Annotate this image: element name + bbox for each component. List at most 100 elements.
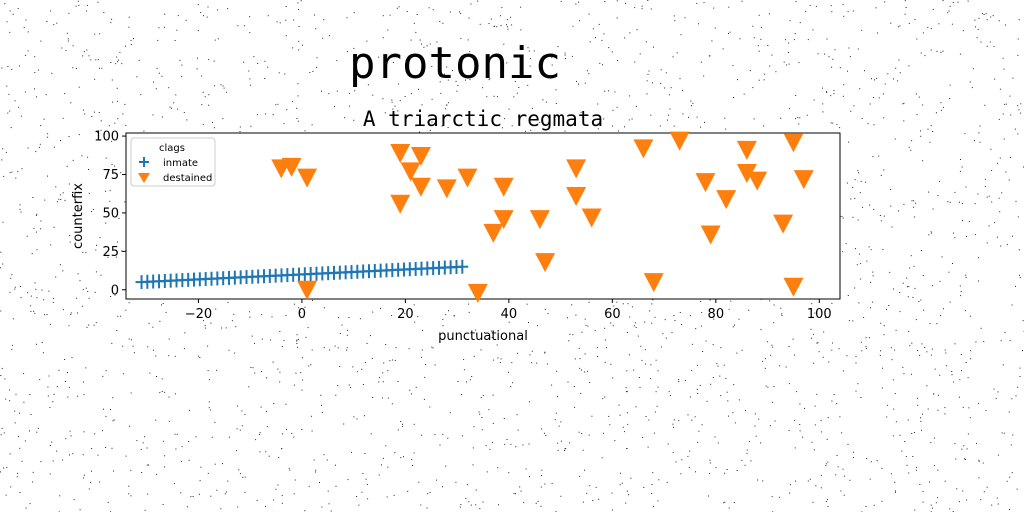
noise-speck <box>356 418 358 420</box>
noise-speck <box>115 256 117 258</box>
noise-speck <box>991 504 993 506</box>
noise-speck <box>714 27 716 29</box>
noise-speck <box>696 2 698 4</box>
noise-speck <box>225 491 227 493</box>
noise-speck <box>960 295 962 297</box>
noise-speck <box>403 456 404 458</box>
noise-speck <box>904 441 906 442</box>
noise-speck <box>676 52 678 54</box>
noise-speck <box>888 305 890 306</box>
noise-speck <box>301 357 303 359</box>
noise-speck <box>394 105 396 107</box>
noise-speck <box>965 458 966 460</box>
noise-speck <box>248 386 250 388</box>
noise-speck <box>883 325 885 327</box>
noise-speck <box>720 347 722 349</box>
noise-speck <box>879 215 881 216</box>
noise-speck <box>899 72 901 74</box>
noise-speck <box>97 454 99 456</box>
noise-speck <box>870 307 871 309</box>
noise-speck <box>988 225 990 227</box>
noise-speck <box>920 130 921 132</box>
noise-speck <box>148 322 150 324</box>
noise-speck <box>567 381 569 383</box>
noise-speck <box>479 413 481 415</box>
noise-speck <box>619 414 621 416</box>
noise-speck <box>689 450 691 452</box>
noise-speck <box>120 315 122 317</box>
noise-speck <box>665 72 667 74</box>
noise-speck <box>465 79 466 81</box>
noise-speck <box>159 392 161 394</box>
noise-speck <box>604 339 606 341</box>
noise-speck <box>698 23 700 25</box>
noise-speck <box>861 350 863 352</box>
noise-speck <box>799 430 801 432</box>
noise-speck <box>315 469 317 471</box>
legend-label-destained: destained <box>163 173 212 184</box>
noise-speck <box>984 178 986 180</box>
noise-speck <box>892 379 894 381</box>
noise-speck <box>864 70 865 72</box>
noise-speck <box>277 368 279 370</box>
noise-speck <box>301 389 303 391</box>
noise-speck <box>105 157 107 159</box>
noise-speck <box>516 92 518 94</box>
noise-speck <box>243 61 245 63</box>
noise-speck <box>920 135 922 137</box>
noise-speck <box>41 342 43 343</box>
noise-speck <box>893 408 895 410</box>
noise-speck <box>62 192 64 194</box>
noise-speck <box>353 416 355 418</box>
noise-speck <box>939 374 941 376</box>
noise-speck <box>679 78 681 80</box>
noise-speck <box>603 118 605 120</box>
noise-speck <box>947 12 949 14</box>
noise-speck <box>977 28 979 30</box>
noise-speck <box>239 473 241 475</box>
noise-speck <box>201 104 203 106</box>
noise-speck <box>1004 103 1006 105</box>
noise-speck <box>525 468 527 470</box>
noise-speck <box>520 6 522 8</box>
noise-speck <box>849 479 851 481</box>
noise-speck <box>347 329 348 331</box>
noise-speck <box>769 425 771 427</box>
noise-speck <box>684 380 686 381</box>
noise-speck <box>853 105 855 107</box>
noise-speck <box>728 6 730 8</box>
noise-speck <box>368 60 370 61</box>
noise-speck <box>1003 432 1005 434</box>
noise-speck <box>477 0 479 2</box>
noise-speck <box>890 22 892 24</box>
noise-speck <box>297 83 299 85</box>
noise-speck <box>930 125 932 127</box>
noise-speck <box>471 376 473 377</box>
noise-speck <box>116 330 118 331</box>
noise-speck <box>860 341 862 343</box>
noise-speck <box>999 211 1001 213</box>
noise-speck <box>922 32 924 34</box>
noise-speck <box>417 316 419 318</box>
noise-speck <box>415 125 417 127</box>
noise-speck <box>825 501 827 502</box>
noise-speck <box>529 354 531 356</box>
noise-speck <box>956 488 958 490</box>
noise-speck <box>911 433 913 434</box>
noise-speck <box>604 1 606 2</box>
noise-speck <box>781 313 783 315</box>
noise-speck <box>296 340 298 342</box>
noise-speck <box>695 328 697 330</box>
noise-speck <box>959 170 961 172</box>
noise-speck <box>942 50 944 52</box>
noise-speck <box>86 49 88 51</box>
noise-speck <box>1001 192 1003 194</box>
noise-speck <box>531 107 533 109</box>
noise-speck <box>517 429 519 431</box>
noise-speck <box>18 106 20 108</box>
noise-speck <box>250 367 252 368</box>
noise-speck <box>36 96 37 98</box>
noise-speck <box>991 201 993 203</box>
noise-speck <box>199 480 201 482</box>
noise-speck <box>842 370 844 372</box>
